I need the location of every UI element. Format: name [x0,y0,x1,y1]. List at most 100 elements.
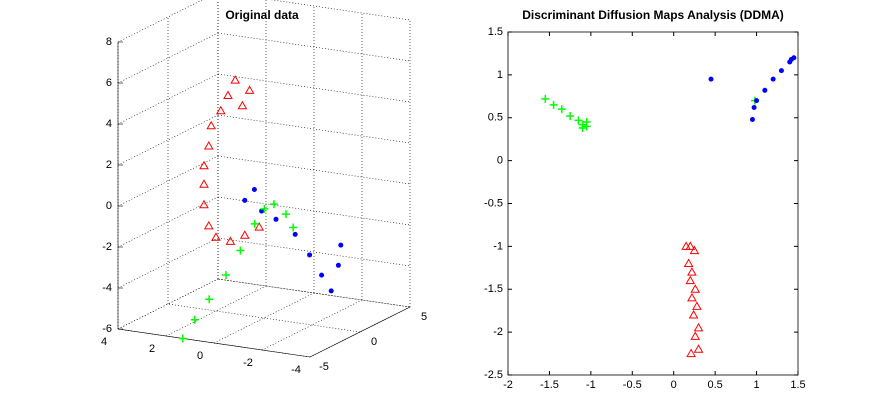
triangle-marker [203,220,214,230]
triangle-marker [199,160,209,170]
triangle-marker [199,199,209,209]
plus-marker [582,118,591,127]
z-tick-label: 2 [106,159,112,171]
y-tick-label: -5 [319,361,329,373]
z-tick-label: 6 [106,77,112,89]
dot-marker [778,68,784,74]
grid-line [117,155,219,207]
triangle-marker [683,258,694,268]
y-tick-label: 1 [497,69,503,81]
y-tick-label: 0.5 [488,112,503,124]
y-tick-label: 5 [421,311,427,323]
grid-line [213,292,315,344]
grid-line [117,32,219,84]
y-tick-label: -0.5 [484,197,503,209]
triangle-marker [687,292,697,302]
z-tick-label: 0 [106,200,112,212]
triangle-marker [215,105,226,115]
chart-title: Discriminant Diffusion Maps Analysis (DD… [522,8,784,22]
y-tick-label: 0 [497,155,503,167]
grid-line [117,73,219,125]
triangle-marker [239,230,250,239]
dot-marker [762,87,768,93]
x-tick-label: 2 [149,343,155,355]
z-tick-label: 4 [106,118,112,130]
plus-marker [205,295,214,304]
plus-marker [578,124,587,133]
plus-marker [282,210,290,219]
x-tick-label: -2 [243,357,253,369]
x-tick-label: 1.5 [790,379,805,391]
grid-line [117,278,219,330]
x-tick-label: 1 [754,379,760,391]
triangle-marker [693,322,704,332]
triangle-marker [689,245,700,255]
plus-marker [557,105,566,114]
triangle-marker [690,284,701,293]
grid-line [165,285,267,337]
plus-marker [574,116,583,125]
grid-line [117,114,219,166]
plus-marker [549,100,558,109]
grid-line [117,237,219,289]
plus-marker [250,219,259,228]
triangle-marker [687,267,697,276]
triangle-marker [688,309,699,319]
dot-marker [259,208,265,214]
grid-line [117,0,203,43]
plus-marker [541,94,550,103]
x-tick-label: -0.5 [623,379,642,391]
dot-marker [307,252,313,258]
dot-marker [319,272,325,278]
dot-marker [749,116,755,122]
plus-marker [236,246,245,255]
chart-title: Original data [225,8,299,22]
x-tick-label: -1.5 [540,379,559,391]
z-tick-label: -4 [102,282,112,294]
triangle-marker [692,301,702,310]
plus-marker [190,315,199,324]
z-tick-label: -6 [102,323,112,335]
x-tick-label: -2 [503,379,513,391]
dot-marker [338,242,344,248]
dot-marker [754,98,760,104]
y-tick-label: -2 [493,326,503,338]
plus-marker [178,334,187,343]
x-tick-label: 0.5 [707,379,722,391]
dot-marker [770,76,776,82]
dot-marker [788,56,794,62]
triangle-marker [690,331,701,340]
triangle-marker [199,179,209,188]
triangle-marker [693,344,704,353]
dot-marker [273,216,279,222]
y-tick-label: -1 [493,240,503,252]
y-tick-label: 1.5 [488,26,503,38]
x-tick-label: -4 [291,364,301,376]
dot-marker [242,197,248,203]
triangle-marker [244,85,255,94]
grid-line [261,299,363,351]
dot-marker [751,104,757,110]
plus-marker [289,223,298,232]
y-tick-label: 0 [371,336,377,348]
plus-marker [270,200,278,209]
triangle-marker [230,75,241,84]
triangle-marker [206,120,217,130]
triangle-marker [237,100,248,110]
triangle-marker [223,90,233,99]
plus-marker [566,112,575,121]
dot-marker [328,288,334,294]
triangle-marker [685,275,696,285]
triangle-marker [211,232,221,241]
x-tick-label: 0 [197,350,203,362]
triangle-marker [254,222,265,231]
x-tick-label: 0 [671,379,677,391]
triangle-marker [225,236,236,245]
axis-line [309,306,411,358]
triangle-marker [203,140,214,150]
plus-marker [260,204,269,213]
x-tick-label: 4 [101,336,107,348]
z-tick-label: 8 [106,36,112,48]
